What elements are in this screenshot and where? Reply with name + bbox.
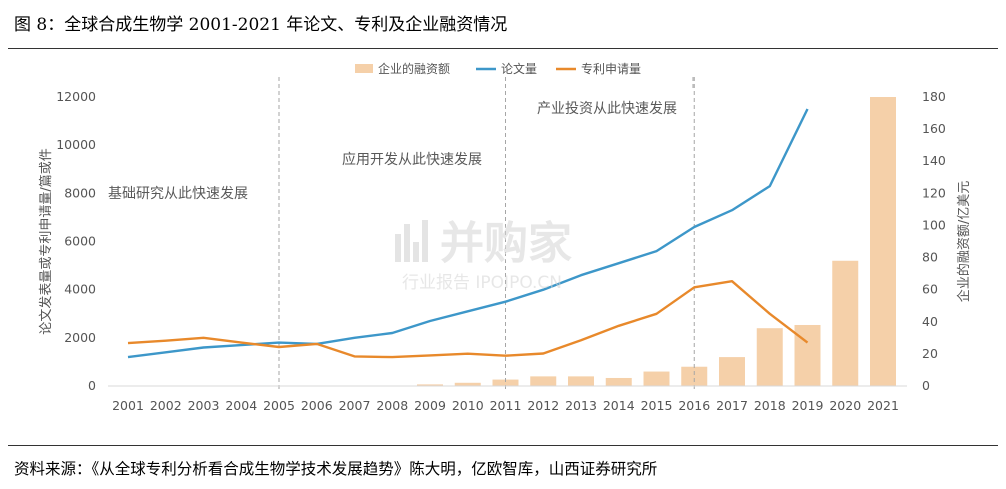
legend: 企业的融资额 论文量 专利申请量 (355, 61, 641, 76)
legend-label: 论文量 (501, 61, 537, 76)
y-right-tick-label: 160 (922, 121, 946, 136)
y-right-tick-label: 180 (922, 89, 946, 104)
x-tick-label: 2019 (792, 398, 824, 413)
bar-2014 (605, 377, 632, 386)
bar-2016 (681, 366, 708, 386)
x-tick-label: 2013 (565, 398, 597, 413)
legend-label: 企业的融资额 (378, 61, 450, 76)
x-tick-label: 2010 (452, 398, 484, 413)
x-tick-label: 2003 (188, 398, 220, 413)
y-right-tick-label: 80 (922, 250, 938, 265)
bar-2013 (568, 376, 594, 386)
x-tick-label: 2004 (225, 398, 257, 413)
y-left-tick-label: 8000 (64, 185, 96, 200)
y-right-tick-label: 60 (922, 282, 938, 297)
y-left-tick-label: 0 (88, 378, 96, 393)
x-tick-label: 2021 (867, 398, 899, 413)
watermark-sub-text: 行业报告 IPOIPO.CN (402, 273, 562, 293)
y-right-tick-label: 20 (922, 346, 938, 361)
bar-2018 (756, 328, 783, 386)
watermark: 并购家 行业报告 IPOIPO.CN (395, 217, 573, 293)
bottom-rule (8, 445, 998, 446)
phase-annotation: 应用开发从此快速发展 (342, 151, 482, 168)
axes: 2001 2002 2003 2004 2005 2006 2007 2008 2009 2010… (38, 89, 972, 413)
x-tick-label: 2009 (414, 398, 446, 413)
phase-annotation: 基础研究从此快速发展 (108, 185, 248, 202)
line-专利申请量 (127, 279, 809, 359)
bar-2012 (530, 376, 557, 386)
x-tick-label: 2012 (527, 398, 559, 413)
line-series (127, 108, 809, 359)
bar-2021 (870, 97, 896, 386)
x-tick-label: 2001 (112, 398, 144, 413)
y-right-axis-title: 企业的融资额/亿美元 (956, 181, 972, 302)
bar-2010 (454, 382, 481, 386)
line-论文量 (127, 108, 809, 359)
x-tick-label: 2016 (678, 398, 710, 413)
y-left-axis-title: 论文发表量或专利申请量/篇或件 (38, 148, 54, 334)
y-left-tick-label: 10000 (56, 137, 96, 152)
bar-2015 (643, 371, 670, 386)
x-tick-label: 2020 (829, 398, 861, 413)
y-right-tick-label: 120 (922, 185, 946, 200)
legend-swatch-bar (355, 64, 373, 73)
x-tick-label: 2002 (150, 398, 182, 413)
y-left-tick-label: 12000 (56, 89, 96, 104)
x-tick-label: 2017 (716, 398, 748, 413)
watermark-logo-icon (395, 220, 428, 262)
figure-title: 图 8：全球合成生物学 2001-2021 年论文、专利及企业融资情况 (14, 15, 508, 35)
x-tick-label: 2006 (301, 398, 333, 413)
x-tick-label: 2018 (754, 398, 786, 413)
x-tick-label: 2011 (490, 398, 522, 413)
x-tick-label: 2014 (603, 398, 635, 413)
bar-series-financing (417, 97, 896, 386)
y-right-tick-label: 140 (922, 153, 946, 168)
y-right-tick-label: 0 (922, 378, 930, 393)
x-tick-label: 2007 (339, 398, 371, 413)
x-tick-label: 2008 (376, 398, 408, 413)
bar-2020 (832, 260, 859, 386)
phase-annotation: 产业投资从此快速发展 (537, 101, 677, 117)
phase-dividers (278, 77, 695, 392)
y-right-tick-label: 40 (922, 314, 938, 329)
y-right-tick-label: 100 (922, 217, 946, 232)
y-left-tick-label: 6000 (64, 234, 96, 249)
top-rule (8, 48, 998, 49)
bar-2009 (417, 384, 443, 386)
y-left-tick-label: 4000 (64, 282, 96, 297)
watermark-main-text: 并购家 (440, 218, 572, 269)
source-note: 资料来源：《从全球专利分析看合成生物学技术发展趋势》陈大明，亿欧智库，山西证券研… (14, 460, 658, 478)
bar-2017 (719, 357, 745, 386)
bar-2011 (492, 379, 519, 386)
x-tick-label: 2005 (263, 398, 295, 413)
chart: 2001 2002 2003 2004 2005 2006 2007 2008 2009 2010… (38, 61, 972, 413)
x-tick-label: 2015 (641, 398, 673, 413)
legend-label: 专利申请量 (581, 61, 641, 76)
phase-annotations: 基础研究从此快速发展 应用开发从此快速发展 产业投资从此快速发展 (108, 101, 677, 202)
y-left-tick-label: 2000 (64, 330, 96, 345)
